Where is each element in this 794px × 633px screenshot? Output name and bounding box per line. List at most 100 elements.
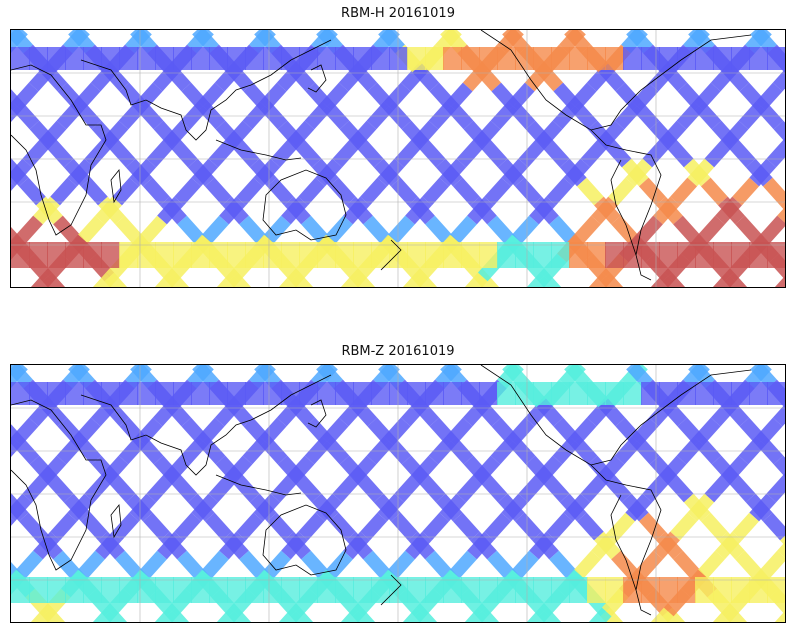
- swath-segment: [777, 206, 785, 223]
- swath-segment: [464, 272, 488, 287]
- polar-band-cell: [191, 382, 210, 405]
- swath-segment: [57, 82, 85, 111]
- swath-segment: [266, 177, 294, 206]
- swath-segment: [440, 365, 467, 389]
- polar-band-cell: [263, 577, 282, 603]
- swath-segment: [429, 417, 457, 446]
- swath-segment: [611, 215, 638, 244]
- swath-segment: [739, 417, 767, 446]
- swath-segment: [322, 101, 350, 130]
- polar-band-cell: [641, 577, 660, 603]
- swath-segment: [728, 474, 756, 503]
- swath-segment: [501, 158, 529, 187]
- swath-segment: [526, 272, 550, 287]
- swath-segment: [446, 436, 474, 465]
- polar-band-cell: [245, 577, 264, 603]
- swath-segment: [576, 177, 604, 206]
- map-rbm-z: [10, 364, 786, 623]
- swath-segment: [439, 493, 467, 522]
- polar-band-cell: [119, 577, 138, 603]
- swath-segment: [564, 30, 591, 54]
- polar-band-cell: [641, 47, 660, 70]
- polar-band-cell: [47, 242, 66, 268]
- polar-band-cell: [389, 382, 408, 405]
- polar-band-cell: [713, 382, 732, 405]
- polar-band-cell: [137, 47, 156, 70]
- swath-segment: [626, 365, 653, 389]
- polar-band-cell: [587, 242, 606, 268]
- polar-band-cell: [551, 577, 570, 603]
- swath-segment: [694, 436, 722, 465]
- polar-band-cell: [569, 47, 588, 70]
- polar-band-cell: [551, 382, 570, 405]
- swath-segment: [402, 607, 426, 622]
- swath-segment: [542, 474, 570, 503]
- polar-band-cell: [137, 577, 156, 603]
- polar-band-cell: [83, 577, 102, 603]
- polar-band-cell: [479, 242, 498, 268]
- swath-segment: [288, 63, 316, 92]
- swath-segment: [29, 455, 57, 484]
- swath-segment: [422, 512, 450, 541]
- swath-segment: [636, 215, 663, 244]
- swath-segment: [412, 398, 440, 427]
- polar-band-cell: [767, 382, 785, 405]
- polar-band-cell: [47, 577, 66, 603]
- swath-segment: [777, 541, 785, 558]
- polar-band-cell: [173, 242, 192, 268]
- swath-segment: [50, 512, 78, 541]
- swath-segment: [512, 215, 539, 244]
- swath-segment: [12, 101, 40, 130]
- swath-segment: [95, 531, 122, 560]
- polar-band-cell: [65, 47, 84, 70]
- polar-band-cell: [623, 47, 642, 70]
- swath-segment: [546, 177, 574, 206]
- polar-band-cell: [11, 577, 30, 603]
- swath-segment: [277, 120, 305, 149]
- swath-segment: [68, 365, 95, 389]
- swath-segment: [412, 63, 440, 92]
- swath-segment: [12, 436, 40, 465]
- graticule: [11, 365, 785, 622]
- swath-segment: [377, 493, 405, 522]
- polar-band-cell: [479, 382, 498, 405]
- swath-segment: [266, 512, 294, 541]
- swath-segment: [608, 177, 636, 206]
- polar-band-cell: [443, 382, 462, 405]
- polar-band-cell: [749, 577, 768, 603]
- swath-segment: [487, 215, 514, 244]
- coastline-path: [590, 464, 662, 616]
- swath-segment: [591, 531, 618, 560]
- polar-band-cell: [461, 47, 480, 70]
- swath-segment: [456, 474, 484, 503]
- polar-band-cell: [317, 47, 336, 70]
- swath-segment: [16, 550, 43, 579]
- swath-segment: [598, 398, 626, 427]
- swath-segment: [526, 607, 550, 622]
- swath-segment: [456, 139, 484, 168]
- swath-segment: [463, 120, 491, 149]
- swath-segment: [67, 158, 95, 187]
- swath-segment: [339, 120, 367, 149]
- swath-segment: [722, 398, 750, 427]
- swath-segment: [11, 424, 23, 446]
- swath-segment: [74, 101, 102, 130]
- swath-segment: [298, 512, 326, 541]
- map-canvas-rbm-z: [11, 365, 785, 622]
- polar-band-cell: [605, 47, 624, 70]
- swath-segment: [564, 365, 591, 389]
- swath-segment: [390, 512, 418, 541]
- swath-segment: [732, 177, 760, 206]
- swath-segment: [170, 474, 198, 503]
- swath-segment: [688, 30, 715, 54]
- swath-segment: [253, 158, 281, 187]
- polar-band-cell: [569, 382, 588, 405]
- swath-segment: [316, 365, 343, 389]
- swath-segment: [215, 120, 243, 149]
- swath-segment: [625, 158, 653, 187]
- swath-segment: [140, 550, 167, 579]
- polar-band-cell: [353, 382, 372, 405]
- swath-segment: [514, 177, 542, 206]
- polar-band-cell: [119, 382, 138, 405]
- swath-segment: [340, 607, 364, 622]
